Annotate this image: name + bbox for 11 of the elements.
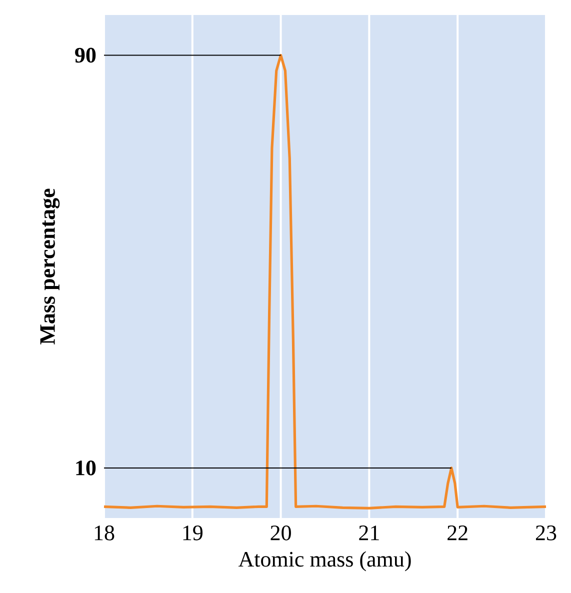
x-tick-label: 19 [183, 526, 202, 540]
x-axis-title: Atomic mass (amu) [238, 551, 411, 572]
x-tick-label: 23 [536, 526, 556, 540]
x-tick-label: 18 [94, 526, 114, 540]
y-tick-label: 10 [76, 460, 96, 476]
y-axis-title: Mass percentage [40, 188, 60, 344]
x-tick-label: 22 [448, 526, 468, 540]
x-tick-label: 20 [270, 526, 291, 540]
y-tick-label: 90 [75, 48, 96, 63]
line-series [102, 54, 548, 510]
x-tick-label: 21 [359, 526, 379, 540]
